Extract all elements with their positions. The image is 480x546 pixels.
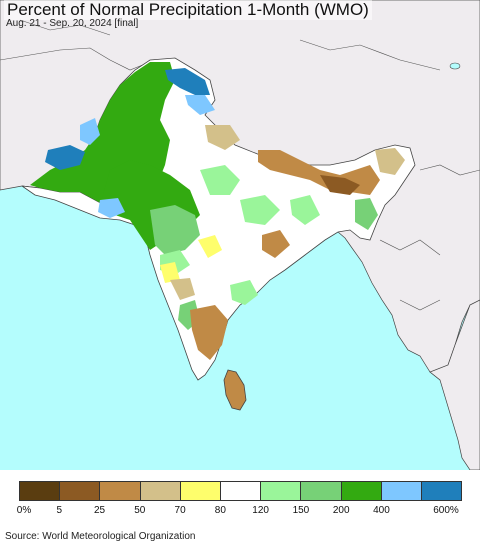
sri-lanka (223, 369, 247, 411)
very-wet-patch-2 (80, 118, 100, 145)
very-wet-patch-kashmir (165, 68, 210, 95)
legend-label: 120 (252, 505, 269, 516)
light-green-patch-6 (230, 280, 258, 305)
very-wet-patch-1 (45, 145, 85, 170)
dry-patch-south (190, 305, 228, 360)
legend-label: 70 (174, 505, 186, 516)
legend-labels: 0% 5 25 50 70 80 120 150 200 400 600% (0, 505, 480, 519)
very-wet-patch-3 (98, 198, 125, 218)
light-green-patch-2 (240, 195, 280, 225)
yellow-patch-1 (198, 235, 222, 258)
legend-label: 600% (433, 505, 459, 516)
map-canvas (0, 0, 480, 471)
legend-swatch (301, 482, 342, 500)
legend-label: 50 (134, 505, 146, 516)
legend-swatch (20, 482, 61, 500)
legend-swatch (140, 482, 181, 500)
source-credit: Source: World Meteorological Organizatio… (5, 531, 196, 542)
legend-label: 80 (214, 505, 226, 516)
legend-swatch (180, 482, 221, 500)
yellow-patch-2 (160, 262, 180, 283)
legend-swatch (100, 482, 141, 500)
legend-swatch (60, 482, 101, 500)
legend-label: 150 (292, 505, 310, 516)
legend-swatch (220, 482, 262, 500)
tan-patch-south (170, 278, 195, 300)
wet-patch-bangladesh (355, 198, 378, 230)
legend-label: 5 (56, 505, 63, 516)
wet-patch-kashmir-light (185, 95, 215, 115)
dry-patch-northeast-2 (375, 148, 405, 175)
legend-color-bar (19, 481, 462, 501)
map-subtitle: Aug. 21 - Sep. 20, 2024 [final] (6, 18, 139, 29)
moderate-green-region (150, 205, 200, 255)
legend-label: 200 (332, 505, 350, 516)
legend-swatch (261, 482, 302, 500)
legend-label: 0% (16, 505, 32, 516)
lake-marker (449, 62, 461, 70)
legend-swatch (381, 482, 422, 500)
legend-swatch (421, 482, 462, 500)
precipitation-map (0, 0, 480, 471)
light-green-patch-3 (290, 195, 320, 225)
legend-label: 400 (373, 505, 390, 516)
light-green-patch-1 (200, 165, 240, 195)
legend-label: 25 (93, 505, 106, 516)
legend-swatch (341, 482, 382, 500)
dry-patch-central (262, 230, 290, 258)
very-dry-patch-northeast (320, 175, 360, 195)
map-title: Percent of Normal Precipitation 1-Month … (4, 0, 372, 20)
tan-patch-north (205, 125, 240, 150)
